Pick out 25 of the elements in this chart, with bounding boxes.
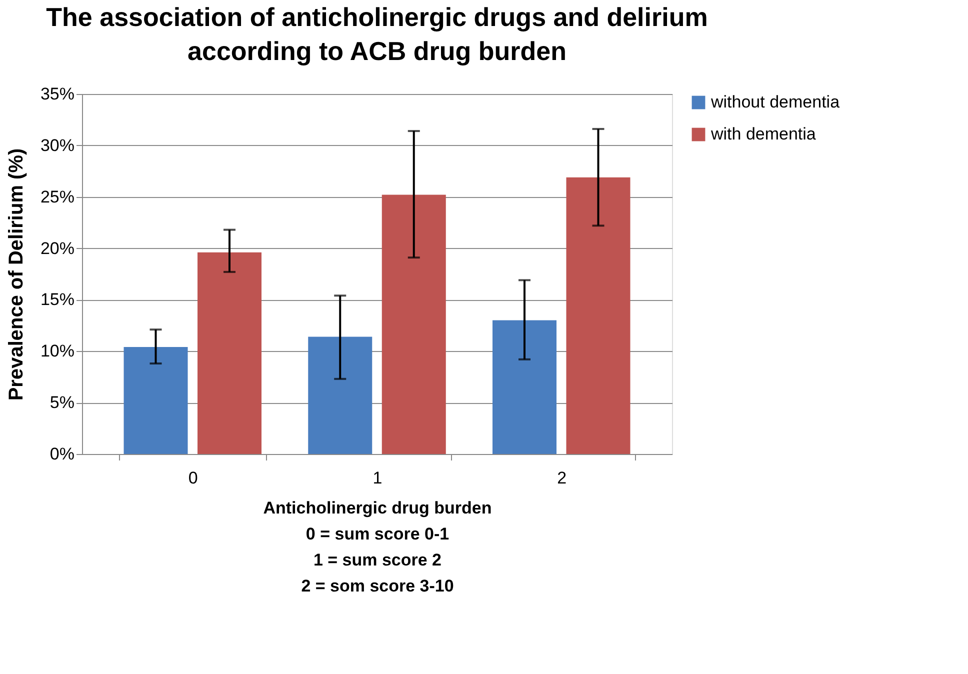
x-axis-title: Anticholinergic drug burden	[263, 498, 492, 518]
y-tick-label: 35%	[40, 84, 74, 104]
text: 1 = sum score 2	[313, 550, 442, 570]
bar	[566, 177, 630, 454]
x-tick-label: 1	[372, 468, 382, 488]
bar	[308, 336, 372, 454]
x-tick-label: 2	[557, 468, 567, 488]
bar	[492, 320, 556, 454]
x-tick-label: 0	[188, 468, 198, 488]
bar	[198, 252, 262, 454]
text: 0 = sum score 0-1	[306, 524, 450, 544]
y-tick-label: 0%	[50, 444, 74, 464]
bar	[124, 347, 188, 454]
bar	[382, 194, 446, 454]
legend-label: without dementia	[710, 92, 840, 112]
y-tick-label: 5%	[50, 393, 74, 412]
y-tick-label: 25%	[40, 187, 74, 206]
legend-label: with dementia	[710, 124, 816, 144]
y-tick-label: 20%	[40, 238, 74, 258]
y-tick-label: 30%	[40, 136, 74, 155]
y-tick-label: 10%	[40, 342, 74, 361]
y-axis-title: Prevalence of Delirium (%)	[5, 148, 28, 401]
chart-title: The association of anticholinergic drugs and delirium according to ACB drug burden	[46, 2, 708, 66]
text: 2 = som score 3-10	[301, 576, 454, 596]
y-tick-label: 15%	[40, 290, 74, 310]
